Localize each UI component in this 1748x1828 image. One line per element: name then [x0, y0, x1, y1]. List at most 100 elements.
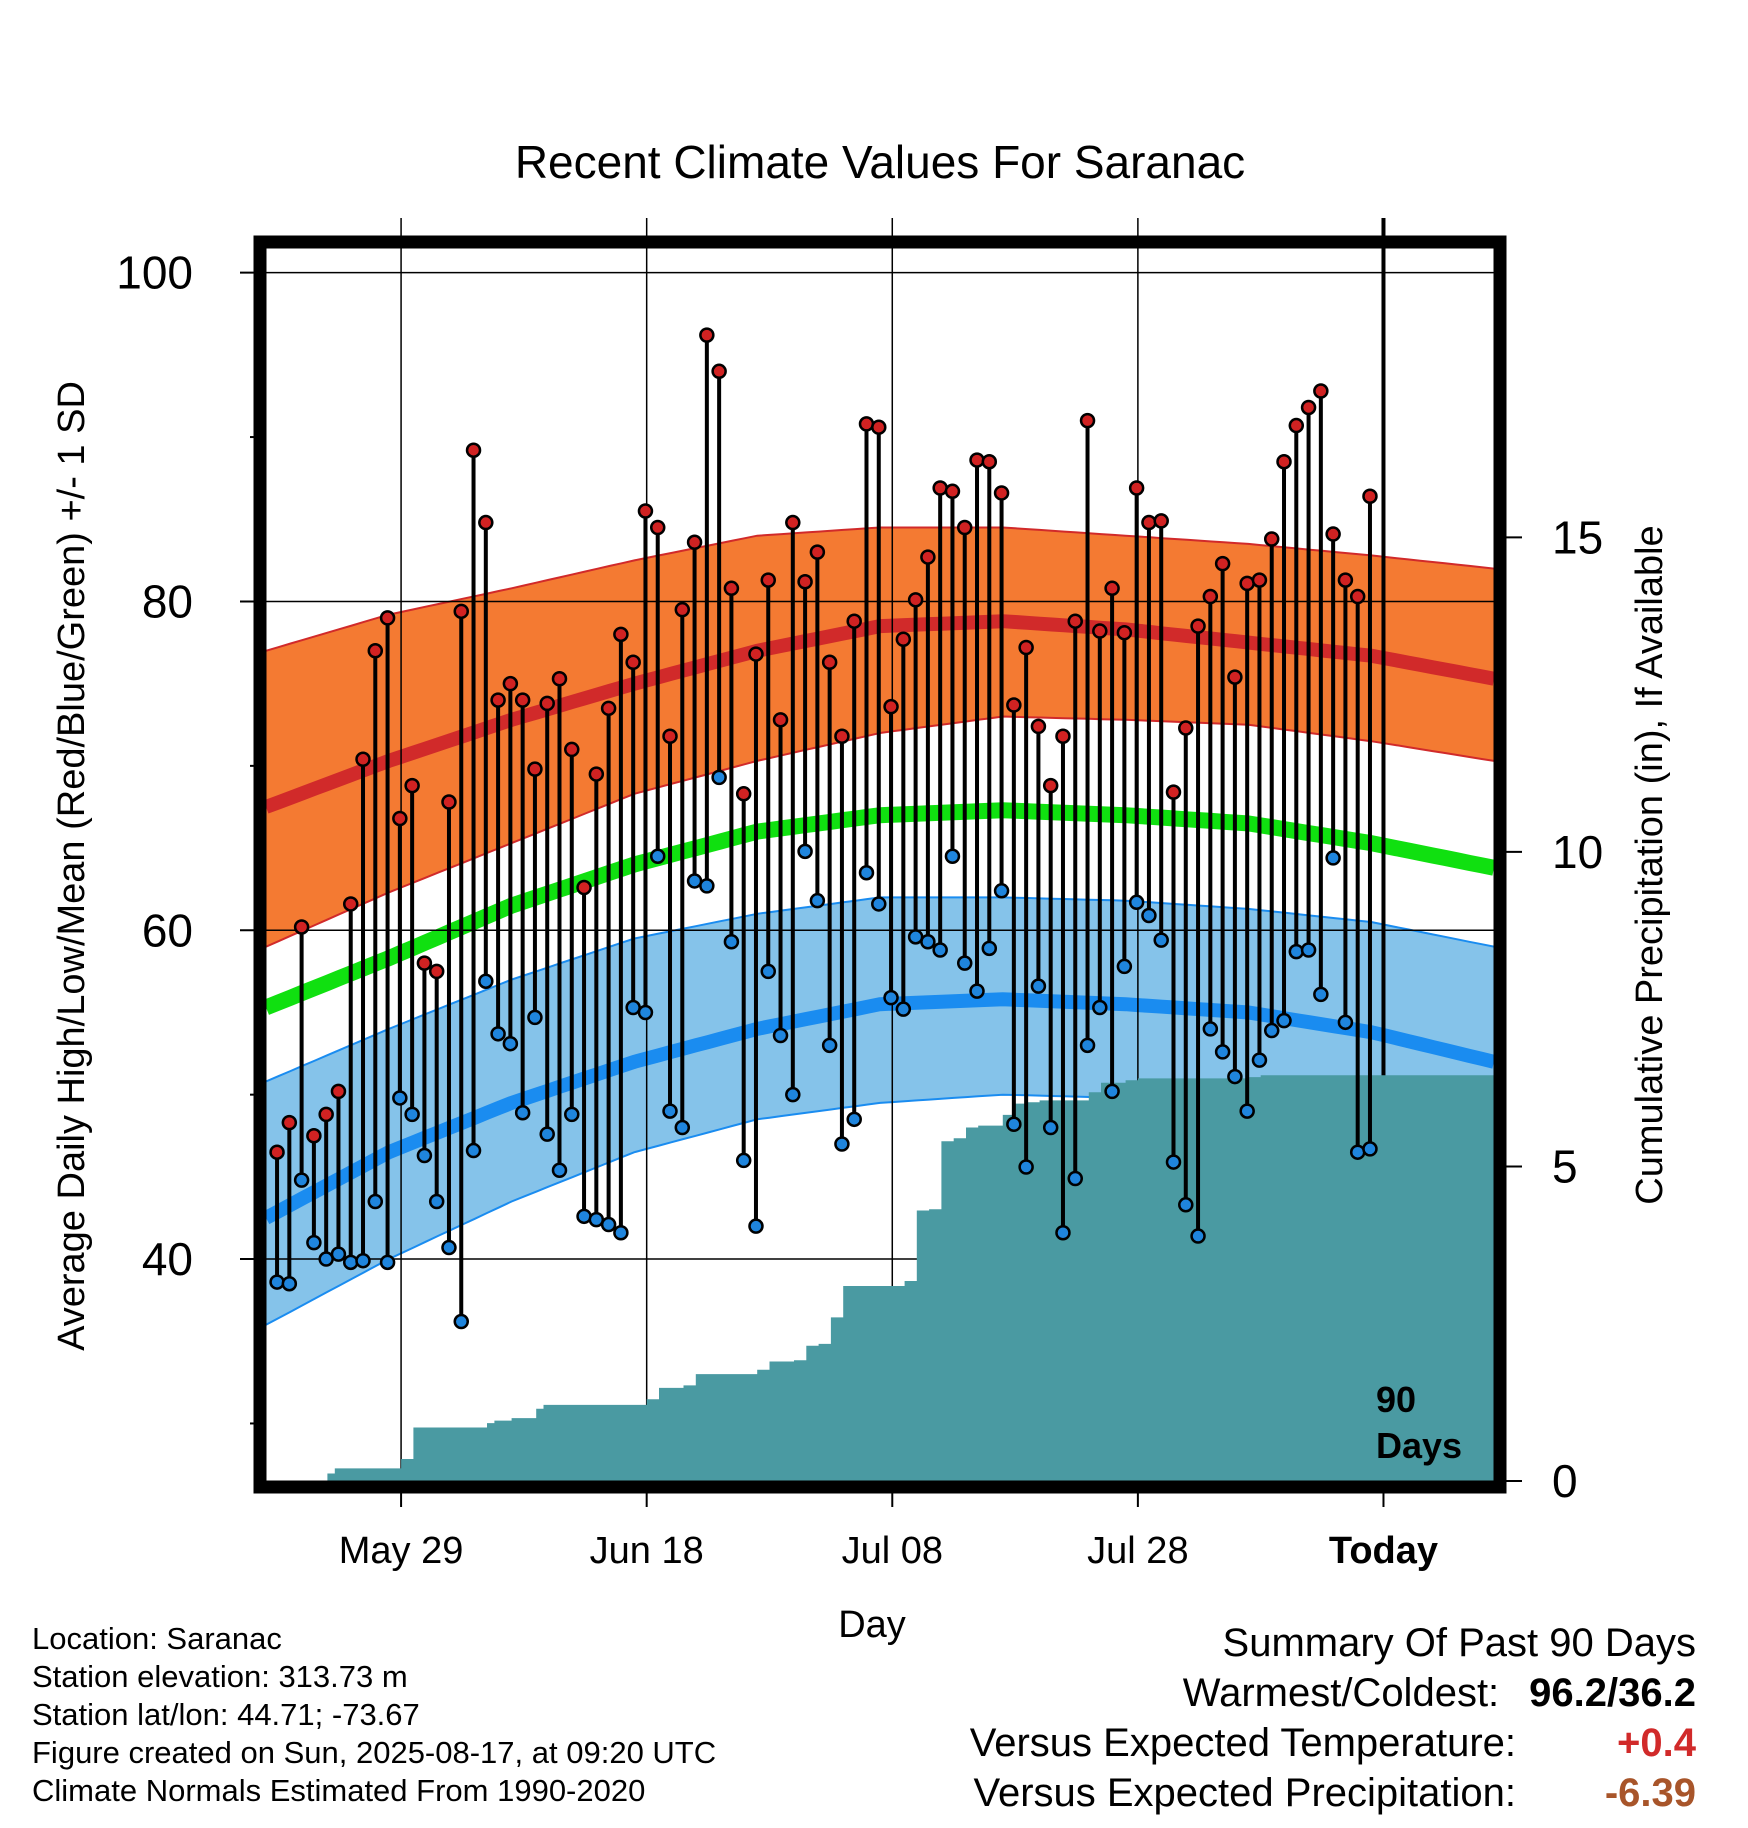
high-point: [772, 712, 789, 728]
y2-tick-label: 15: [1552, 511, 1603, 563]
high-point: [1239, 575, 1255, 592]
high-point: [1079, 412, 1096, 429]
low-point: [1362, 1141, 1378, 1157]
y2-tick-label: 10: [1552, 826, 1603, 878]
temp-anomaly-value: +0.4: [1617, 1721, 1696, 1765]
low-point: [342, 1254, 359, 1271]
precip-anomaly-label: Versus Expected Precipitation:: [973, 1771, 1516, 1815]
y2-axis-title: Cumulative Precipitation (in), If Availa…: [1629, 525, 1671, 1204]
high-point: [330, 1083, 347, 1100]
summary-precip: Versus Expected Precipitation: -6.39: [970, 1768, 1696, 1818]
low-point: [858, 864, 875, 881]
y-tick-label: 100: [116, 247, 193, 299]
low-point: [379, 1254, 396, 1271]
high-point: [1190, 618, 1206, 634]
info-latlon: Station lat/lon: 44.71; -73.67: [32, 1697, 420, 1732]
low-point: [1128, 894, 1145, 911]
summary-heading: Summary Of Past 90 Days: [1222, 1621, 1696, 1665]
low-point: [330, 1246, 347, 1262]
low-point: [1104, 1083, 1120, 1100]
low-point: [490, 1026, 506, 1042]
high-point: [858, 416, 875, 432]
station-info: Location: Saranac Station elevation: 313…: [32, 1620, 716, 1810]
low-point: [871, 896, 887, 912]
low-point: [1313, 986, 1329, 1003]
high-point: [748, 646, 764, 662]
high-point: [944, 483, 961, 500]
low-point: [649, 848, 666, 865]
low-point: [895, 1001, 912, 1017]
temp-anomaly-label: Versus Expected Temperature:: [969, 1721, 1516, 1765]
high-point: [564, 741, 580, 758]
high-point: [600, 700, 617, 717]
x-tick-label: May 29: [339, 1530, 464, 1572]
warm-cold-label: Warmest/Coldest:: [1182, 1671, 1500, 1715]
high-point: [269, 1144, 285, 1160]
high-point: [956, 519, 973, 536]
low-point: [465, 1142, 482, 1159]
low-point: [821, 1037, 838, 1054]
low-point: [441, 1239, 457, 1256]
low-point: [404, 1106, 420, 1123]
high-point: [1067, 613, 1084, 629]
high-point: [699, 327, 715, 343]
low-point: [1349, 1144, 1366, 1160]
high-point: [1300, 399, 1317, 416]
high-point: [490, 692, 506, 708]
low-point: [772, 1027, 789, 1044]
low-point: [760, 963, 777, 980]
high-point: [1104, 580, 1120, 597]
high-point: [932, 480, 948, 496]
y-tick-label: 80: [142, 575, 193, 627]
high-point: [760, 572, 777, 588]
low-point: [1153, 932, 1169, 948]
high-point: [1018, 639, 1034, 656]
high-point: [281, 1114, 298, 1131]
high-point: [969, 452, 985, 468]
precip-anomaly-value: -6.39: [1604, 1771, 1696, 1815]
summary-warm-cold: Warmest/Coldest: 96.2/36.2: [970, 1668, 1696, 1718]
low-point: [1178, 1197, 1194, 1213]
low-point: [1263, 1022, 1280, 1039]
chart-title: Recent Climate Values For Saranac: [515, 136, 1245, 188]
high-point: [404, 777, 420, 794]
low-point: [367, 1193, 384, 1210]
low-point: [1116, 958, 1133, 975]
high-point: [1141, 514, 1157, 531]
y-tick-label: 60: [142, 904, 193, 956]
high-point: [1251, 572, 1268, 588]
info-location: Location: Saranac: [32, 1621, 282, 1656]
low-point: [637, 1004, 654, 1021]
low-point: [416, 1147, 433, 1164]
summary-panel: Summary Of Past 90 Days Warmest/Coldest:…: [970, 1618, 1696, 1818]
high-point: [846, 613, 862, 629]
low-point: [576, 1208, 592, 1225]
high-point: [1337, 572, 1354, 588]
low-point: [514, 1104, 531, 1121]
low-point: [846, 1111, 862, 1128]
high-point: [465, 442, 482, 458]
high-point: [711, 363, 727, 380]
low-point: [735, 1152, 752, 1169]
info-created: Figure created on Sun, 2025-08-17, at 09…: [32, 1735, 717, 1770]
low-point: [748, 1218, 764, 1234]
y-tick-label: 40: [142, 1233, 193, 1285]
high-point: [1349, 588, 1366, 605]
y-axis-title: Average Daily High/Low/Mean (Red/Blue/Gr…: [51, 381, 93, 1351]
summary-temp: Versus Expected Temperature: +0.4: [970, 1718, 1696, 1768]
low-point: [809, 892, 826, 909]
low-point: [1276, 1012, 1292, 1029]
low-point: [306, 1234, 322, 1251]
low-point: [502, 1035, 519, 1052]
low-point: [883, 989, 899, 1006]
plot-frame: [253, 235, 1507, 1494]
low-point: [993, 883, 1010, 899]
high-point: [662, 728, 678, 745]
high-point: [1165, 784, 1182, 800]
low-point: [969, 983, 985, 999]
info-elevation: Station elevation: 313.73 m: [32, 1659, 408, 1694]
high-point: [821, 654, 838, 671]
high-point: [576, 879, 592, 896]
high-point: [453, 603, 470, 620]
